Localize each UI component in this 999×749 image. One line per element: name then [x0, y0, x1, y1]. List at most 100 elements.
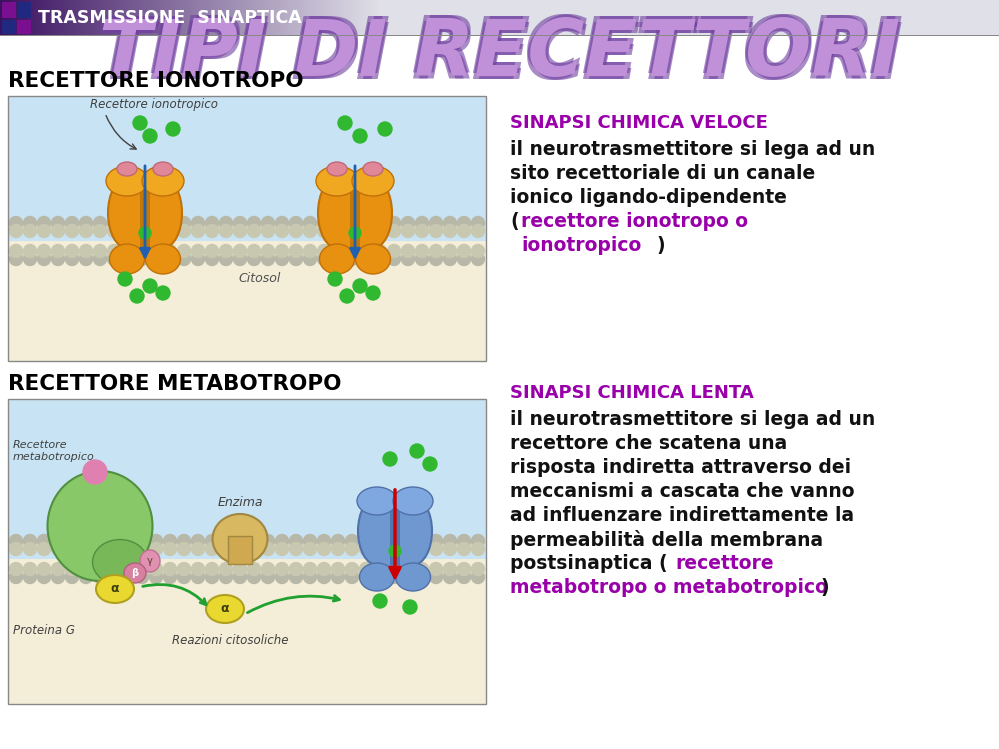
Bar — [467, 0, 468, 36]
Text: α: α — [221, 602, 230, 616]
Circle shape — [388, 244, 401, 258]
Bar — [115, 0, 116, 36]
Bar — [166, 0, 167, 36]
Bar — [233, 0, 234, 36]
Circle shape — [388, 225, 401, 237]
Bar — [92, 0, 93, 36]
Circle shape — [248, 542, 261, 556]
Circle shape — [52, 225, 65, 237]
Bar — [445, 0, 446, 36]
Ellipse shape — [356, 244, 391, 274]
Circle shape — [94, 571, 107, 583]
Bar — [383, 0, 384, 36]
Circle shape — [220, 571, 233, 583]
Text: ionotropico: ionotropico — [521, 236, 641, 255]
Circle shape — [248, 252, 261, 265]
Bar — [28, 0, 29, 36]
Bar — [108, 0, 109, 36]
Circle shape — [332, 571, 345, 583]
Circle shape — [94, 244, 107, 258]
Circle shape — [276, 225, 289, 237]
Bar — [355, 0, 356, 36]
Bar — [398, 0, 399, 36]
Circle shape — [346, 535, 359, 548]
Bar — [317, 0, 318, 36]
Bar — [69, 0, 70, 36]
Bar — [377, 505, 413, 567]
Bar — [174, 0, 175, 36]
Circle shape — [150, 571, 163, 583]
Circle shape — [220, 252, 233, 265]
Bar — [181, 0, 182, 36]
Circle shape — [318, 542, 331, 556]
Bar — [494, 0, 495, 36]
Bar — [221, 0, 222, 36]
Bar — [284, 0, 285, 36]
Bar — [461, 0, 462, 36]
Bar — [486, 0, 487, 36]
Bar — [366, 0, 367, 36]
Circle shape — [38, 542, 51, 556]
Bar — [180, 0, 181, 36]
Bar — [112, 0, 113, 36]
Bar — [499, 0, 500, 36]
Text: metabotropo o metabotropico: metabotropo o metabotropico — [510, 578, 828, 597]
Bar — [140, 183, 150, 249]
Bar — [385, 0, 386, 36]
Bar — [435, 0, 436, 36]
Circle shape — [150, 542, 163, 556]
Bar — [168, 0, 169, 36]
Circle shape — [83, 460, 107, 484]
Bar — [388, 0, 389, 36]
Bar — [450, 0, 451, 36]
Bar — [325, 0, 326, 36]
Bar — [457, 0, 458, 36]
Circle shape — [472, 571, 485, 583]
Bar — [83, 0, 84, 36]
Bar — [60, 0, 61, 36]
Bar — [288, 0, 289, 36]
Bar — [113, 0, 114, 36]
Circle shape — [332, 562, 345, 575]
Bar — [165, 0, 166, 36]
Bar — [63, 0, 64, 36]
Bar — [391, 0, 392, 36]
Bar — [105, 0, 106, 36]
Bar — [80, 0, 81, 36]
Circle shape — [150, 216, 163, 229]
Circle shape — [458, 562, 471, 575]
Bar — [194, 0, 195, 36]
Bar — [400, 0, 401, 36]
Bar — [399, 0, 400, 36]
Bar — [145, 0, 146, 36]
Circle shape — [143, 279, 157, 293]
Bar — [356, 0, 357, 36]
Bar — [8, 399, 486, 704]
Bar — [77, 0, 78, 36]
Bar — [62, 0, 63, 36]
Bar — [459, 0, 460, 36]
Bar — [377, 0, 378, 36]
Bar — [337, 0, 338, 36]
Bar — [155, 0, 156, 36]
Bar — [261, 0, 262, 36]
Circle shape — [276, 571, 289, 583]
Bar — [247, 0, 248, 36]
Bar — [4, 0, 5, 36]
Bar — [91, 0, 92, 36]
Circle shape — [430, 562, 443, 575]
Circle shape — [262, 216, 275, 229]
Bar — [302, 0, 303, 36]
Bar — [58, 0, 59, 36]
Ellipse shape — [357, 487, 397, 515]
Bar — [119, 0, 120, 36]
Circle shape — [346, 542, 359, 556]
Bar — [449, 0, 450, 36]
Text: meccanismi a cascata che vanno: meccanismi a cascata che vanno — [510, 482, 854, 501]
Bar — [299, 0, 300, 36]
Bar — [204, 0, 205, 36]
Bar — [441, 0, 442, 36]
Bar — [107, 0, 108, 36]
Bar — [463, 0, 464, 36]
Circle shape — [472, 252, 485, 265]
